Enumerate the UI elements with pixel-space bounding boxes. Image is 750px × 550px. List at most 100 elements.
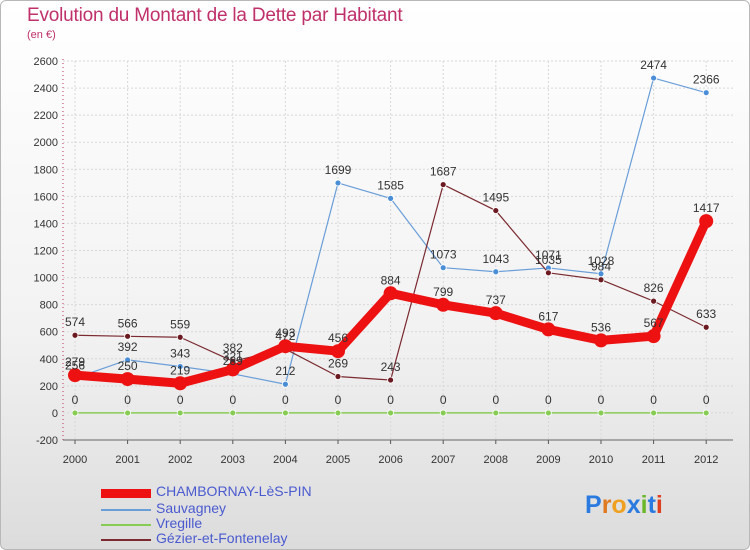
logo-letter: x: [626, 491, 641, 519]
data-label: 1417: [693, 201, 720, 215]
y-tick-label: 2000: [34, 137, 58, 149]
data-label: 559: [170, 317, 190, 331]
data-point: [545, 269, 552, 277]
data-point: [331, 344, 345, 359]
data-point: [281, 409, 289, 417]
chart-title: Evolution du Montant de la Dette par Hab…: [27, 5, 403, 26]
data-point: [383, 286, 398, 301]
x-tick-label: 2002: [168, 454, 192, 466]
data-point: [334, 373, 342, 380]
data-point: [71, 409, 79, 417]
data-point: [387, 409, 395, 417]
data-point: [71, 331, 79, 339]
x-tick-label: 2010: [589, 454, 613, 466]
y-tick-label: 1000: [34, 273, 58, 285]
data-point: [281, 380, 289, 388]
data-label: 0: [598, 393, 605, 407]
data-label: 884: [381, 273, 401, 287]
logo-letter: t: [647, 491, 656, 519]
x-tick-label: 2012: [694, 454, 718, 466]
data-point: [699, 214, 714, 229]
data-label: 250: [118, 359, 138, 373]
data-label: 633: [696, 307, 716, 321]
data-point: [334, 409, 342, 417]
legend-label: Sauvagney: [156, 500, 227, 516]
x-tick-label: 2007: [431, 454, 455, 466]
x-tick-label: 2001: [115, 454, 139, 466]
data-point: [702, 323, 710, 331]
data-point: [702, 409, 710, 417]
chart-subtitle: (en €): [27, 29, 56, 41]
data-point: [176, 363, 184, 370]
data-point: [124, 356, 131, 364]
y-tick-label: -200: [36, 435, 58, 447]
x-tick-label: 2006: [378, 454, 402, 466]
data-label: 984: [591, 260, 611, 274]
y-tick-label: 2200: [34, 110, 58, 122]
data-label: 256: [65, 358, 85, 372]
data-point: [492, 207, 500, 214]
logo-letter: P: [585, 491, 602, 519]
data-label: 269: [328, 357, 348, 371]
data-label: 567: [644, 316, 664, 330]
data-point: [436, 297, 451, 312]
data-label: 0: [545, 393, 552, 407]
data-label: 0: [72, 393, 79, 407]
data-label: 0: [440, 393, 447, 407]
data-label: 1043: [482, 252, 509, 266]
data-label: 0: [282, 393, 289, 407]
legend-item: Vregille: [101, 515, 401, 533]
y-tick-label: 2400: [34, 83, 58, 95]
data-label: 566: [118, 316, 138, 330]
data-point: [225, 362, 240, 377]
legend-swatch: [101, 524, 151, 526]
data-label: 382: [223, 341, 243, 355]
data-point: [439, 264, 447, 272]
legend-label: Vregille: [156, 515, 203, 531]
data-point: [278, 339, 293, 354]
data-point: [541, 322, 556, 337]
data-label: 0: [177, 393, 184, 407]
y-tick-label: 800: [40, 300, 58, 312]
x-tick-label: 2005: [326, 454, 350, 466]
y-tick-label: 400: [40, 354, 58, 366]
data-label: 826: [644, 281, 664, 295]
data-label: 0: [124, 393, 131, 407]
data-label: 574: [65, 315, 85, 329]
data-point: [594, 333, 608, 348]
data-label: 1699: [325, 163, 352, 177]
data-point: [545, 409, 552, 417]
data-point: [492, 409, 500, 417]
data-point: [650, 74, 657, 82]
data-label: 472: [275, 329, 295, 343]
data-label: 0: [650, 393, 657, 407]
logo-letter: i: [640, 491, 648, 519]
data-label: 0: [335, 393, 342, 407]
logo-letter: r: [601, 491, 612, 519]
data-point: [488, 306, 503, 321]
data-label: 0: [387, 393, 394, 407]
data-label: 1495: [482, 191, 509, 205]
data-label: 1585: [377, 178, 404, 192]
data-point: [176, 333, 184, 341]
data-point: [646, 329, 661, 344]
data-point: [387, 194, 395, 202]
data-label: 617: [538, 309, 558, 323]
data-label: 321: [223, 349, 243, 363]
logo-letter: i: [655, 491, 663, 519]
data-point: [597, 276, 605, 284]
legend-item: Gézier-et-Fontenelay: [101, 530, 401, 548]
data-label: 1028: [588, 254, 615, 268]
legend-swatch: [101, 509, 151, 511]
logo-letter: o: [611, 491, 627, 519]
data-label: 289: [223, 354, 243, 368]
proxiti-logo: Proxiti: [585, 491, 663, 520]
data-point: [387, 376, 395, 384]
legend-label: CHAMBORNAY-LèS-PIN: [156, 483, 312, 499]
data-point: [492, 268, 500, 276]
data-point: [650, 409, 657, 417]
data-point: [124, 332, 131, 340]
x-tick-label: 2011: [642, 454, 666, 466]
